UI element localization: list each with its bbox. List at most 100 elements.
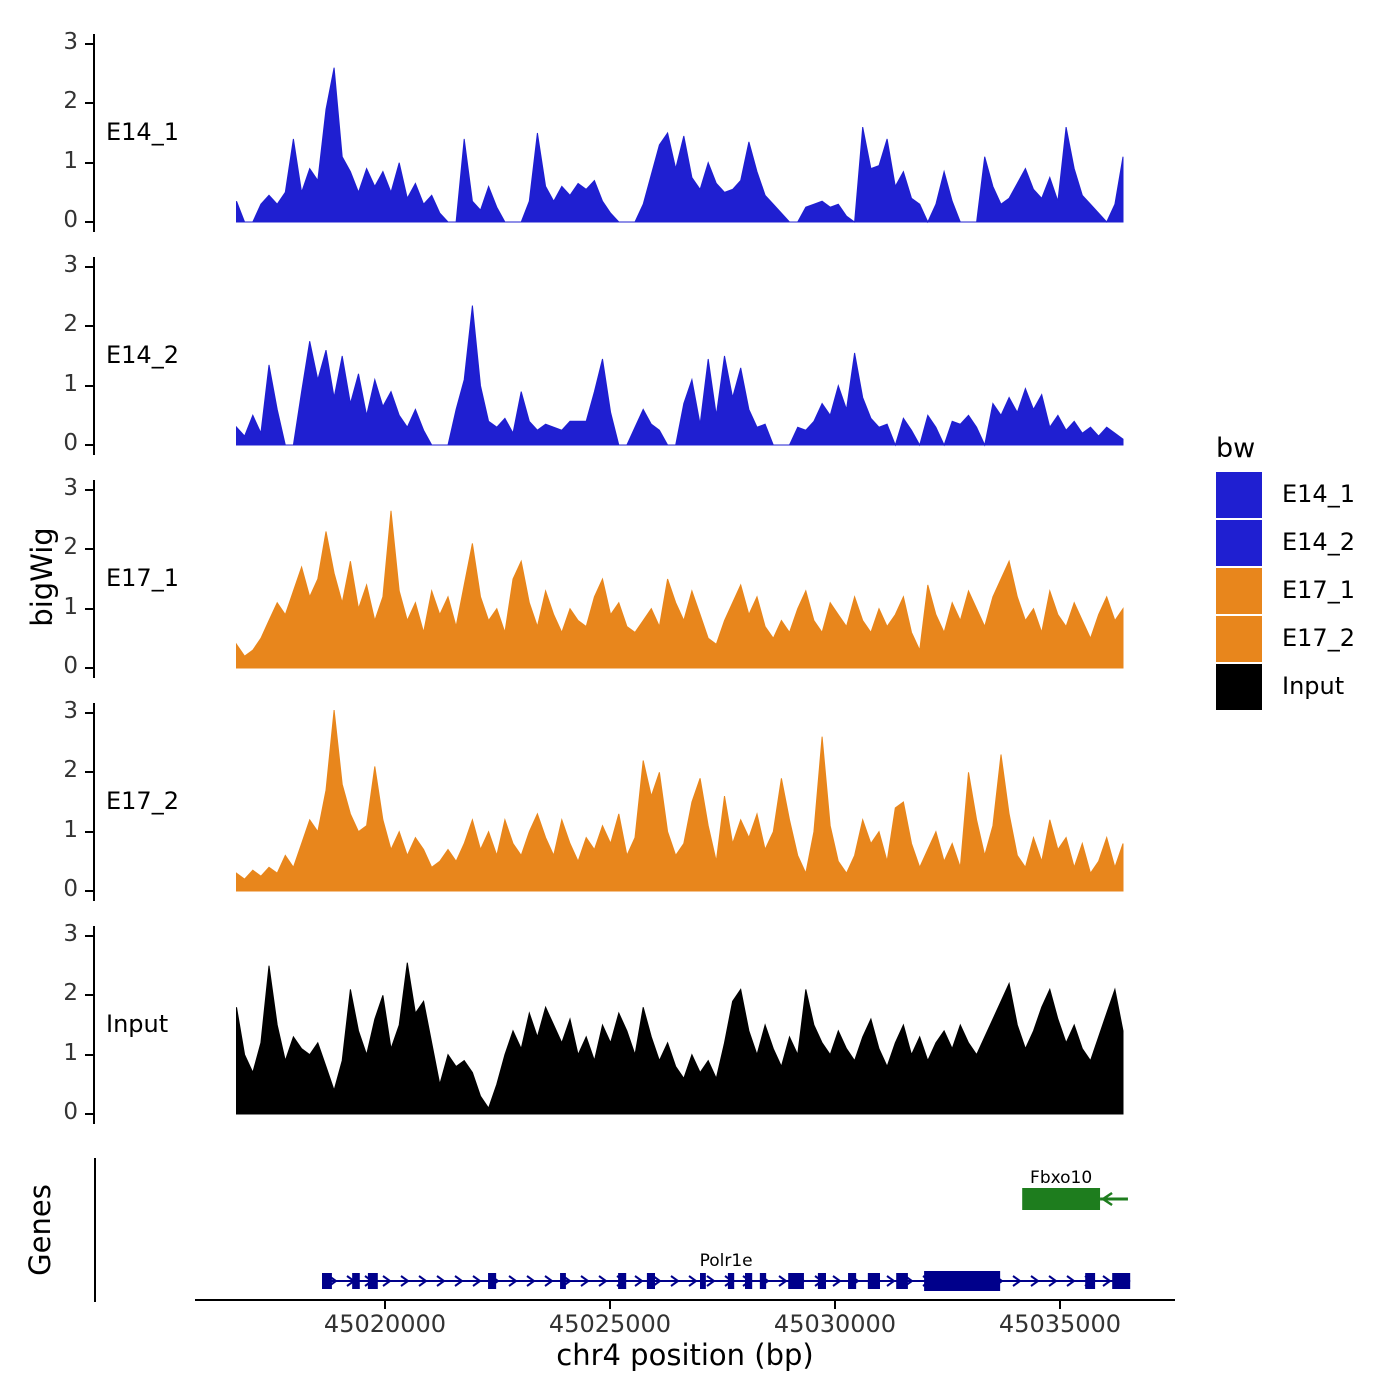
signal-area-e17_2 — [236, 709, 1124, 892]
gene-exon-polr1e — [560, 1273, 566, 1289]
y-axis-tick — [85, 994, 93, 997]
y-axis-tick — [85, 266, 93, 268]
track-y-axis-line — [93, 926, 95, 1124]
y-axis-tick — [85, 102, 93, 105]
y-axis-tick — [85, 1113, 93, 1115]
y-axis-tick-label: 0 — [63, 653, 78, 679]
x-axis-tick-label: 45030000 — [773, 1310, 897, 1338]
gene-label-fbxo10: Fbxo10 — [1030, 1168, 1092, 1188]
gene-exon-polr1e — [848, 1273, 857, 1289]
legend-title: bw — [1216, 433, 1256, 464]
y-axis-tick-label: 2 — [63, 757, 78, 784]
y-axis-tick-label: 0 — [63, 430, 78, 456]
y-axis-title: bigWig — [25, 527, 59, 627]
signal-area-e17_1 — [236, 510, 1124, 669]
gene-exon-polr1e — [367, 1273, 378, 1289]
y-axis-tick-label: 3 — [63, 29, 78, 55]
y-axis-tick — [85, 221, 93, 223]
y-axis-tick — [85, 161, 93, 164]
gene-strand-arrow-fbxo10 — [1100, 1191, 1113, 1207]
gene-exon-polr1e — [1085, 1273, 1096, 1289]
track-label-input: Input — [106, 1010, 169, 1038]
legend-entry-label: E17_1 — [1282, 576, 1355, 604]
gene-body-fbxo10 — [1022, 1188, 1101, 1210]
track-y-axis-line — [93, 34, 95, 232]
signal-panel-input — [236, 962, 1124, 1115]
gene-exon-polr1e — [618, 1273, 627, 1289]
y-axis-tick-label: 1 — [63, 370, 78, 397]
y-axis-tick — [85, 712, 93, 714]
y-axis-tick — [85, 667, 93, 669]
legend-entry-label: E14_1 — [1282, 480, 1355, 508]
y-axis-tick — [85, 935, 93, 937]
gene-label-polr1e: Polr1e — [700, 1251, 753, 1271]
gene-exon-polr1e — [322, 1273, 332, 1289]
y-axis-tick-label: 1 — [63, 147, 78, 174]
gene-exon-polr1e — [1112, 1273, 1131, 1289]
y-axis-tick-label: 1 — [63, 1039, 78, 1066]
track-label-e17_2: E17_2 — [106, 787, 179, 815]
gene-exon-polr1e — [788, 1273, 804, 1289]
legend-key-input — [1216, 664, 1262, 710]
y-axis-tick-label: 2 — [63, 534, 78, 561]
gene-exon-polr1e — [924, 1271, 1001, 1291]
legend-entry-label: E17_2 — [1282, 624, 1355, 652]
signal-panel-e14_2 — [236, 305, 1124, 447]
legend-entry-label: Input — [1282, 672, 1345, 700]
gene-exon-polr1e — [352, 1273, 360, 1289]
y-axis-tick — [85, 43, 93, 45]
y-axis-tick-label: 0 — [63, 876, 78, 902]
x-axis-tick-label: 45035000 — [998, 1310, 1122, 1338]
signal-area-input — [236, 962, 1124, 1115]
legend-key-e17_1 — [1216, 568, 1262, 614]
y-axis-tick — [85, 489, 93, 491]
y-axis-tick — [85, 890, 93, 892]
x-axis-title: chr4 position (bp) — [556, 1338, 814, 1372]
y-axis-tick-label: 2 — [63, 980, 78, 1007]
track-label-e17_1: E17_1 — [106, 564, 179, 592]
y-axis-tick-label: 3 — [63, 921, 78, 947]
y-axis-tick — [85, 384, 93, 387]
track-y-axis-line — [93, 703, 95, 901]
y-axis-tick-label: 2 — [63, 88, 78, 115]
gene-exon-polr1e — [700, 1273, 706, 1289]
x-axis-tick-label: 45020000 — [323, 1310, 447, 1338]
gene-exon-polr1e — [646, 1273, 655, 1289]
legend-key-e17_2 — [1216, 616, 1262, 662]
gene-exon-polr1e — [727, 1273, 735, 1289]
track-label-e14_1: E14_1 — [106, 118, 179, 146]
signal-panel-e14_1 — [236, 67, 1124, 224]
y-axis-tick-label: 0 — [63, 207, 78, 233]
track-label-e14_2: E14_2 — [106, 341, 179, 369]
y-axis-tick — [85, 1053, 93, 1056]
y-axis-tick-label: 3 — [63, 252, 78, 278]
gene-exon-polr1e — [867, 1273, 880, 1289]
track-y-axis-line — [93, 480, 95, 678]
y-axis-tick — [85, 830, 93, 833]
gene-exon-polr1e — [488, 1273, 497, 1289]
y-axis-tick-label: 0 — [63, 1099, 78, 1125]
y-axis-tick-label: 1 — [63, 593, 78, 620]
gene-exon-polr1e — [759, 1273, 767, 1289]
gene-exon-polr1e — [745, 1273, 753, 1289]
x-axis-tick-label: 45025000 — [548, 1310, 672, 1338]
y-axis-tick — [85, 548, 93, 551]
y-axis-tick — [85, 325, 93, 328]
y-axis-tick-label: 1 — [63, 816, 78, 843]
y-axis-tick — [85, 607, 93, 610]
signal-panel-e17_2 — [236, 709, 1124, 892]
y-axis-tick-label: 2 — [63, 311, 78, 338]
genes-panel: Fbxo10 Polr1e — [94, 1158, 1175, 1309]
y-axis-tick-label: 3 — [63, 475, 78, 501]
signal-panel-e17_1 — [236, 510, 1124, 669]
signal-area-e14_1 — [236, 67, 1124, 224]
y-axis-tick-label: 3 — [63, 698, 78, 724]
legend-key-e14_1 — [1216, 472, 1262, 518]
track-y-axis-line — [93, 257, 95, 455]
gene-exon-polr1e — [896, 1273, 908, 1289]
y-axis-tick — [85, 444, 93, 446]
y-axis-tick — [85, 771, 93, 774]
legend-entry-label: E14_2 — [1282, 528, 1355, 556]
legend-key-e14_2 — [1216, 520, 1262, 566]
